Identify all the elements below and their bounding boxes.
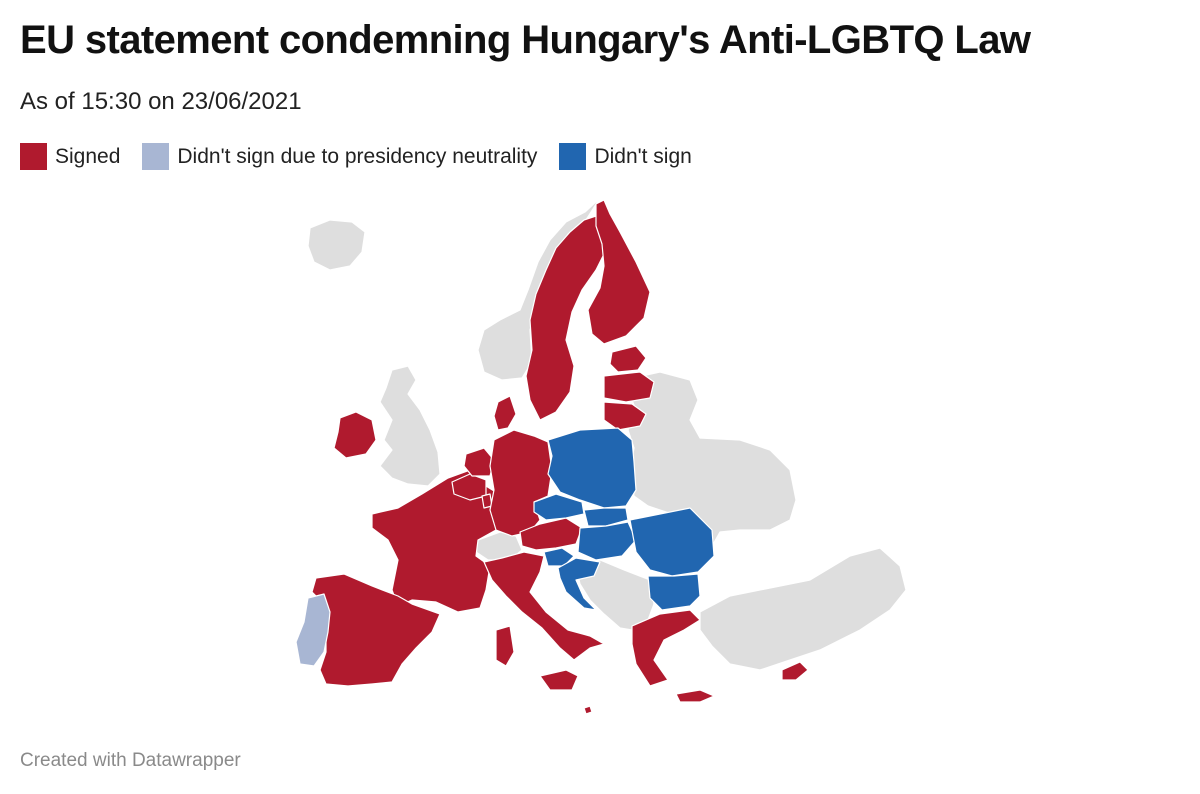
- country-czechia[interactable]: [533, 493, 585, 521]
- country-ireland[interactable]: [333, 411, 377, 459]
- country-italy[interactable]: [483, 551, 605, 661]
- non-eu-countries: [307, 197, 907, 671]
- country-croatia[interactable]: [557, 557, 601, 611]
- country-hungary[interactable]: [577, 521, 637, 561]
- country-estonia[interactable]: [609, 345, 647, 373]
- country-united-kingdom[interactable]: [379, 365, 441, 487]
- country-sardinia[interactable]: [495, 625, 515, 667]
- legend-item-signed: Signed: [20, 143, 120, 170]
- legend-swatch-signed: [20, 143, 47, 170]
- legend-swatch-not-signed: [559, 143, 587, 170]
- country-greece[interactable]: [631, 609, 701, 687]
- chart-subtitle: As of 15:30 on 23/06/2021: [20, 88, 302, 115]
- country-romania[interactable]: [629, 507, 715, 577]
- country-latvia[interactable]: [603, 371, 655, 403]
- signed-countries: [311, 199, 809, 715]
- europe-map: [0, 190, 1200, 730]
- credit-footer: Created with Datawrapper: [20, 750, 241, 771]
- country-poland[interactable]: [547, 427, 637, 509]
- country-slovenia[interactable]: [543, 547, 575, 567]
- europe-map-svg: [295, 197, 907, 715]
- country-slovakia[interactable]: [583, 507, 629, 527]
- legend-label-signed: Signed: [55, 144, 121, 168]
- country-lithuania[interactable]: [603, 401, 647, 431]
- country-germany[interactable]: [489, 429, 553, 537]
- country-sweden[interactable]: [525, 215, 611, 421]
- country-sicily[interactable]: [539, 669, 579, 691]
- country-netherlands[interactable]: [463, 447, 495, 477]
- country-finland[interactable]: [587, 199, 651, 345]
- country-malta[interactable]: [583, 705, 593, 715]
- neutral-countries: [295, 593, 331, 667]
- legend-item-neutral: Didn't sign due to presidency neutrality: [142, 143, 537, 170]
- legend-label-not-signed: Didn't sign: [594, 144, 692, 168]
- legend-swatch-neutral: [142, 143, 170, 170]
- country-austria[interactable]: [519, 517, 583, 551]
- not-signed-countries: [533, 427, 715, 611]
- country-turkey[interactable]: [699, 547, 907, 671]
- legend-label-neutral: Didn't sign due to presidency neutrality: [177, 144, 538, 168]
- country-bulgaria[interactable]: [647, 573, 701, 611]
- legend: Signed Didn't sign due to presidency neu…: [20, 143, 692, 170]
- legend-item-not-signed: Didn't sign: [559, 143, 692, 170]
- country-denmark[interactable]: [493, 395, 517, 431]
- chart-title: EU statement condemning Hungary's Anti-L…: [20, 18, 1031, 62]
- country-cyprus[interactable]: [781, 661, 809, 681]
- country-iceland[interactable]: [307, 219, 366, 271]
- country-portugal[interactable]: [295, 593, 331, 667]
- country-crete[interactable]: [675, 689, 715, 703]
